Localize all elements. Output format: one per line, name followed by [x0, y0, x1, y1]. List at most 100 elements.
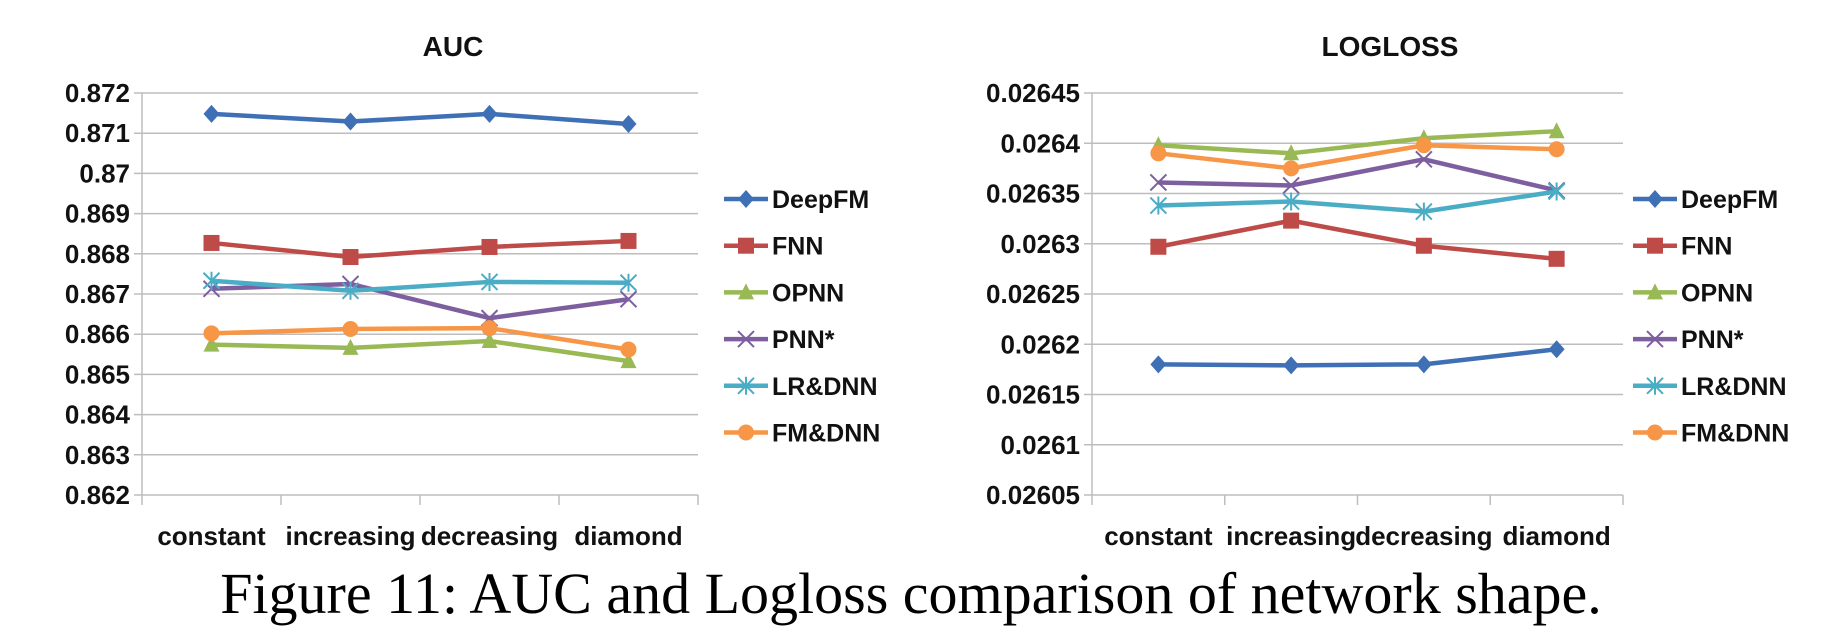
- data-point: [619, 273, 638, 292]
- legend-label: FNN: [1681, 233, 1732, 261]
- data-point: [342, 112, 359, 131]
- data-point: [1548, 250, 1565, 267]
- legend-marker: [1646, 376, 1664, 395]
- legend-entry: FNN: [1633, 233, 1732, 261]
- legend-marker: [738, 190, 754, 208]
- x-tick-label: decreasing: [421, 521, 558, 551]
- legend-entry: FNN: [724, 233, 823, 261]
- legend-marker: [1647, 237, 1663, 254]
- legend-label: LR&DNN: [772, 373, 878, 401]
- legend-marker: [738, 237, 754, 254]
- y-tick-label: 0.862: [65, 480, 130, 510]
- data-point: [1150, 145, 1167, 162]
- legend-entry: DeepFM: [1633, 186, 1778, 214]
- y-tick-label: 0.0263: [1000, 229, 1080, 259]
- series-line: [211, 111, 629, 127]
- legend-label: OPNN: [1681, 279, 1753, 307]
- y-tick-label: 0.0261: [1000, 430, 1080, 460]
- chart-title: LOGLOSS: [1322, 31, 1459, 62]
- data-point: [1150, 355, 1167, 374]
- legend-marker: [1647, 424, 1663, 441]
- legend-label: PNN*: [1681, 326, 1744, 354]
- data-point: [342, 338, 359, 355]
- series-fnn: [1150, 212, 1565, 267]
- chart-auc: AUC 0.872 0.871 0.87 0.869 0.868 0.867 0.866 0.8…: [65, 31, 880, 551]
- data-point: [481, 332, 498, 349]
- series-line: [211, 281, 629, 321]
- legend-marker: [738, 424, 754, 441]
- y-tick-label: 0.864: [65, 400, 131, 430]
- data-point: [342, 249, 359, 266]
- y-tick-label: 0.02635: [986, 179, 1080, 209]
- y-tick-label: 0.872: [65, 78, 130, 108]
- data-point: [1415, 137, 1432, 154]
- x-tick-label: diamond: [1502, 521, 1610, 551]
- data-point: [1283, 160, 1300, 177]
- legend-label: LR&DNN: [1681, 373, 1787, 401]
- legend-entry: PNN*: [1633, 326, 1744, 354]
- data-point: [341, 281, 360, 300]
- y-tick-label: 0.02615: [986, 380, 1080, 410]
- data-point: [620, 341, 637, 358]
- y-tick-label: 0.02605: [986, 480, 1080, 510]
- series-fm-dnn: [203, 320, 637, 358]
- legend-entry: FM&DNN: [1633, 420, 1789, 448]
- data-point: [1282, 192, 1300, 211]
- series-line: [211, 338, 629, 364]
- series-line: [1157, 218, 1557, 262]
- x-tick-label: constant: [1104, 521, 1213, 551]
- series-line: [211, 238, 629, 260]
- x-tick-label: increasing: [285, 521, 415, 551]
- series-line: [1158, 157, 1558, 193]
- y-tick-label: 0.87: [79, 158, 130, 188]
- data-point: [481, 320, 498, 337]
- legend-entry: OPNN: [1633, 279, 1753, 307]
- data-point: [481, 104, 498, 123]
- data-point: [1547, 182, 1566, 201]
- series-opnn: [203, 332, 637, 369]
- legend-marker: [1647, 190, 1663, 208]
- data-point: [1415, 202, 1433, 221]
- y-tick-label: 0.02645: [986, 78, 1080, 108]
- legend-entry: FM&DNN: [724, 420, 880, 448]
- legend-marker: [737, 376, 755, 395]
- series-line: [1158, 347, 1557, 368]
- legend-marker: [1646, 330, 1664, 348]
- series-fm-dnn: [1150, 137, 1565, 177]
- data-point: [203, 234, 220, 251]
- y-tick-label: 0.02625: [986, 279, 1080, 309]
- legend-label: DeepFM: [772, 186, 869, 214]
- data-point: [203, 325, 220, 342]
- data-point: [203, 104, 220, 123]
- legend-marker: [1647, 283, 1663, 300]
- legend-label: FM&DNN: [772, 420, 880, 448]
- data-point: [480, 272, 499, 291]
- series-lr-dnn: [202, 271, 638, 300]
- series-deepfm: [1150, 340, 1565, 375]
- charts-canvas: AUC 0.872 0.871 0.87 0.869 0.868 0.867 0.866 0.8…: [65, 31, 1789, 551]
- x-tick-label: diamond: [574, 521, 682, 551]
- data-point: [1548, 122, 1565, 139]
- legend-entry: OPNN: [724, 279, 844, 307]
- data-point: [620, 232, 637, 249]
- chart-title: AUC: [423, 31, 484, 62]
- y-tick-label: 0.865: [65, 359, 130, 389]
- series-line: [1158, 143, 1557, 171]
- data-point: [1150, 238, 1167, 255]
- legend-label: FM&DNN: [1681, 420, 1789, 448]
- series-line: [211, 325, 629, 352]
- data-point: [1283, 212, 1300, 229]
- series-line: [1158, 128, 1557, 156]
- legend-marker: [738, 283, 754, 300]
- data-point: [202, 271, 221, 290]
- data-point: [1149, 196, 1168, 215]
- data-point: [1415, 355, 1432, 374]
- data-point: [481, 238, 498, 255]
- series-line: [1158, 189, 1557, 214]
- data-point: [1283, 144, 1300, 161]
- data-point: [1283, 356, 1300, 375]
- figure-caption: Figure 11: AUC and Logloss comparison of…: [220, 561, 1602, 626]
- data-point: [1282, 176, 1300, 195]
- legend-entry: LR&DNN: [1633, 373, 1787, 401]
